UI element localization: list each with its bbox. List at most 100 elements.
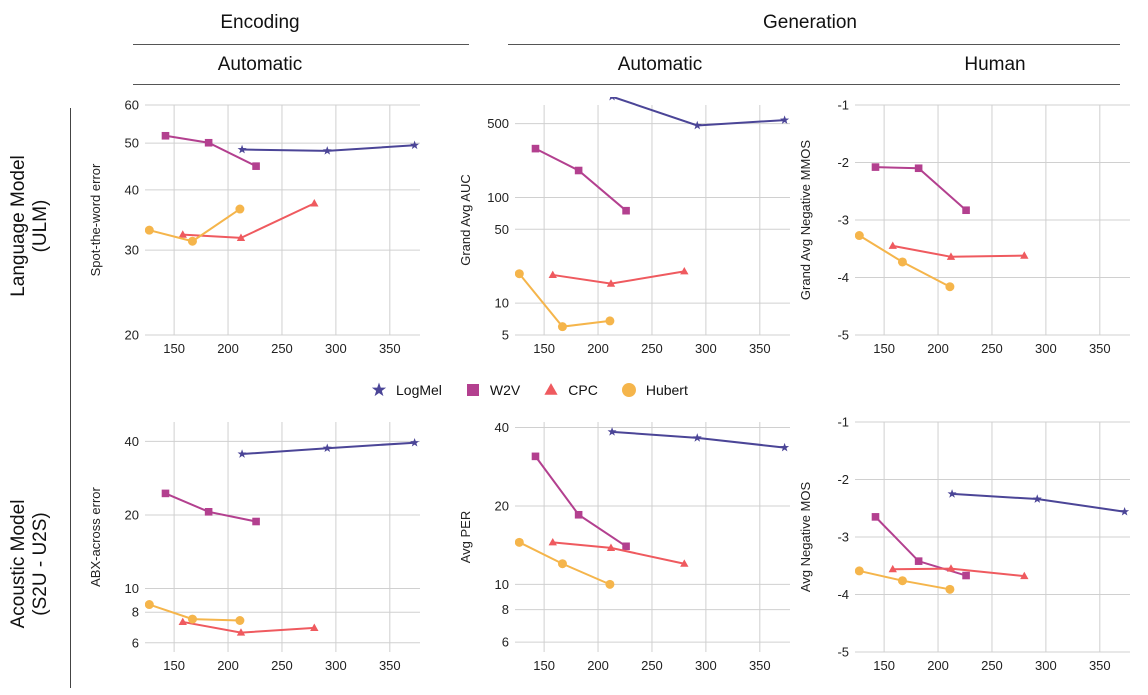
data-point-cpc <box>310 623 319 631</box>
data-point-hubert <box>557 559 567 569</box>
data-point-cpc <box>178 617 187 625</box>
x-tick-label: 200 <box>587 658 609 673</box>
x-tick-label: 350 <box>1089 658 1111 673</box>
x-tick-label: 300 <box>325 341 347 356</box>
data-point-cpc <box>946 564 956 572</box>
row-divider-line <box>70 108 71 688</box>
y-tick-label: 100 <box>487 190 509 205</box>
x-tick-label: 350 <box>749 658 771 673</box>
data-point-hubert <box>515 537 524 547</box>
legend-label-hubert: Hubert <box>645 382 688 398</box>
data-point-w2v <box>161 131 170 140</box>
header-generation: Generation <box>762 12 857 33</box>
y-tick-label: 10 <box>495 296 509 311</box>
y-tick-label: 40 <box>125 182 139 197</box>
y-tick-label: -2 <box>837 155 849 170</box>
y-axis-label: Avg Negative MOS <box>798 482 813 593</box>
divider-encoding <box>133 44 469 45</box>
x-tick-label: 300 <box>1035 341 1057 356</box>
y-tick-label: -4 <box>837 587 849 602</box>
data-point-cpc <box>548 537 557 546</box>
legend-label-logmel: LogMel <box>396 382 442 398</box>
series-line-logmel <box>951 492 1125 513</box>
data-point-hubert <box>945 584 955 594</box>
y-tick-label: 500 <box>487 116 509 131</box>
data-point-w2v <box>871 163 880 171</box>
data-point-w2v <box>161 489 170 498</box>
legend-item-hubert: Hubert <box>620 381 688 399</box>
x-tick-label: 350 <box>379 341 401 356</box>
y-tick-label: 8 <box>502 602 509 617</box>
x-tick-label: 200 <box>927 341 949 356</box>
y-tick-label: 60 <box>125 98 139 113</box>
data-point-logmel <box>692 433 702 442</box>
y-tick-label: 40 <box>125 434 139 449</box>
y-tick-label: 20 <box>495 498 509 513</box>
x-tick-label: 250 <box>641 341 663 356</box>
x-tick-label: 200 <box>217 658 239 673</box>
y-axis-label: Avg PER <box>458 511 473 564</box>
y-axis-label: Grand Avg AUC <box>458 174 473 266</box>
y-tick-label: -3 <box>837 213 849 228</box>
x-tick-label: 350 <box>379 658 401 673</box>
data-point-w2v <box>574 166 583 175</box>
data-point-cpc <box>606 279 616 287</box>
data-point-cpc <box>606 543 616 551</box>
x-tick-label: 150 <box>533 341 555 356</box>
series-group <box>145 131 420 246</box>
data-point-hubert <box>605 316 615 326</box>
x-tick-label: 350 <box>1089 341 1111 356</box>
data-point-logmel <box>237 449 247 458</box>
legend-label-cpc: CPC <box>568 382 598 398</box>
data-point-hubert <box>945 282 955 292</box>
data-point-hubert <box>235 204 245 214</box>
data-point-logmel <box>322 146 332 155</box>
y-tick-label: 10 <box>495 577 509 592</box>
y-axis-label: Grand Avg Negative MMOS <box>798 140 813 300</box>
divider-generation <box>508 44 1120 45</box>
data-point-hubert <box>855 231 864 241</box>
series-group <box>515 97 790 332</box>
x-tick-label: 300 <box>325 658 347 673</box>
data-point-w2v <box>622 206 630 215</box>
data-point-w2v <box>962 206 970 215</box>
series-group <box>145 437 420 636</box>
circle-icon <box>621 383 636 397</box>
data-point-w2v <box>871 513 880 521</box>
x-tick-label: 150 <box>163 341 185 356</box>
data-point-cpc <box>946 252 956 260</box>
data-point-w2v <box>622 542 630 551</box>
data-point-logmel <box>780 115 790 124</box>
series-group <box>855 489 1130 594</box>
data-point-w2v <box>252 162 260 170</box>
x-tick-label: 150 <box>163 658 185 673</box>
data-point-w2v <box>252 517 260 526</box>
x-tick-label: 200 <box>217 341 239 356</box>
data-point-cpc <box>680 266 689 275</box>
data-point-hubert <box>187 614 197 624</box>
legend-item-cpc: CPC <box>542 381 598 399</box>
y-tick-label: -4 <box>837 270 849 285</box>
data-point-w2v <box>962 571 970 580</box>
y-tick-label: 50 <box>125 136 139 151</box>
series-line-w2v <box>874 516 967 577</box>
y-tick-label: 20 <box>125 507 139 522</box>
y-tick-label: -2 <box>837 472 849 487</box>
y-tick-label: 5 <box>502 328 509 343</box>
triangle-icon <box>544 383 558 395</box>
series-group <box>855 163 1029 292</box>
x-tick-label: 150 <box>873 341 895 356</box>
data-point-cpc <box>548 270 557 278</box>
data-point-hubert <box>897 257 907 267</box>
y-tick-label: 6 <box>502 635 509 650</box>
x-tick-label: 300 <box>695 658 717 673</box>
y-tick-label: 20 <box>125 328 139 343</box>
data-point-cpc <box>1020 571 1029 580</box>
data-point-hubert <box>235 615 245 625</box>
y-tick-label: 6 <box>132 635 139 650</box>
legend-item-logmel: LogMel <box>370 381 442 399</box>
data-point-w2v <box>204 508 213 516</box>
y-tick-label: -1 <box>837 415 849 430</box>
